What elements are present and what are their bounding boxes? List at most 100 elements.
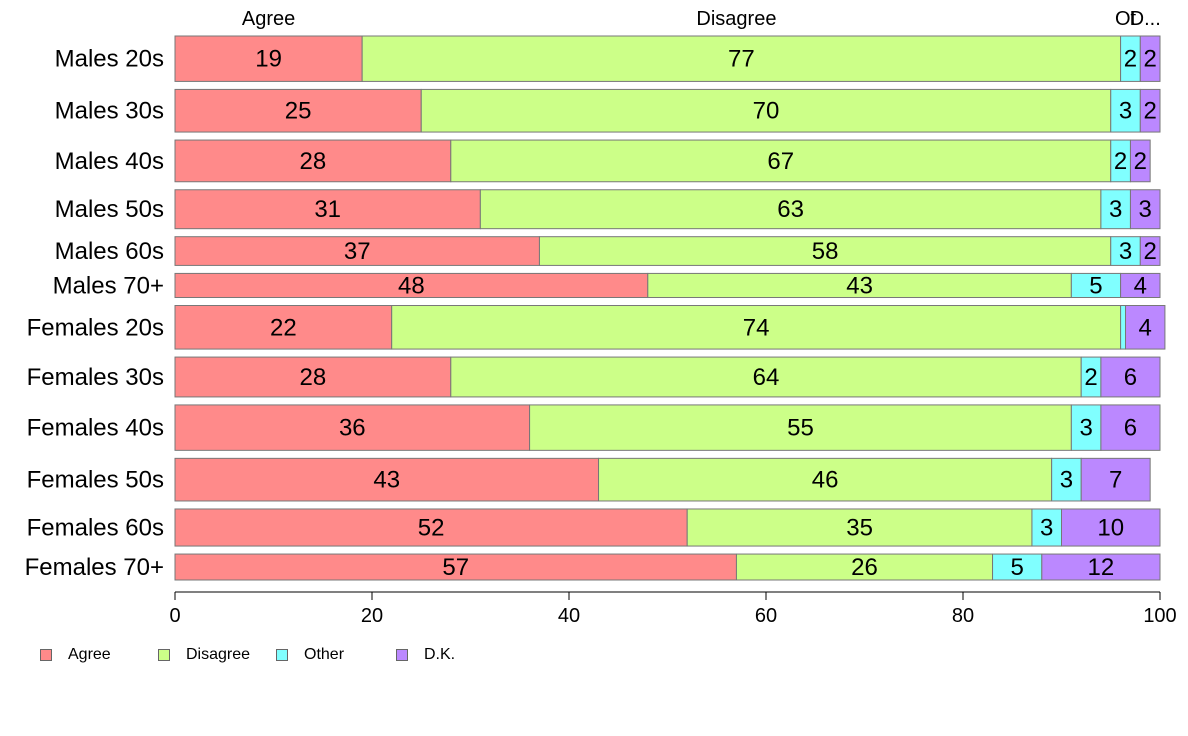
- data-label-males-70-d-k: 4: [1134, 272, 1147, 299]
- bar-males-70-d-k: [1120, 272, 1161, 299]
- legend-swatch-agree: [40, 649, 52, 661]
- x-tick-label: 40: [558, 605, 580, 627]
- data-label-males-70-agree: 48: [398, 272, 425, 299]
- data-label-males-30s-disagree: 70: [753, 98, 780, 125]
- data-label-females-40s-agree: 36: [339, 415, 366, 442]
- data-label-females-70-other: 5: [1010, 554, 1023, 581]
- data-label-females-30s-other: 2: [1084, 364, 1097, 391]
- category-label-females-70: Females 70+: [25, 554, 164, 581]
- category-label-females-40s: Females 40s: [27, 415, 164, 442]
- bar-males-30s-d-k: [1139, 88, 1161, 133]
- top-label-2: Ot: [1115, 8, 1137, 30]
- bar-males-70-disagree: [647, 272, 1072, 299]
- data-label-females-50s-d-k: 7: [1109, 467, 1122, 494]
- data-label-females-30s-d-k: 6: [1124, 364, 1137, 391]
- bar-females-60s-d-k: [1061, 508, 1161, 547]
- category-label-males-40s: Males 40s: [55, 148, 164, 175]
- bar-females-50s-agree: [174, 457, 600, 502]
- data-label-males-20s-disagree: 77: [728, 46, 755, 73]
- data-label-females-50s-other: 3: [1060, 467, 1073, 494]
- data-label-males-30s-agree: 25: [285, 98, 312, 125]
- data-label-females-40s-d-k: 6: [1124, 415, 1137, 442]
- data-label-females-30s-disagree: 64: [753, 364, 780, 391]
- data-label-males-20s-d-k: 2: [1143, 46, 1156, 73]
- data-label-females-70-disagree: 26: [851, 554, 878, 581]
- data-label-females-40s-other: 3: [1079, 415, 1092, 442]
- data-label-females-60s-other: 3: [1040, 515, 1053, 542]
- data-label-males-40s-disagree: 67: [767, 148, 794, 175]
- top-label-0: Agree: [242, 8, 295, 30]
- bar-females-60s-other: [1031, 508, 1062, 547]
- bars: 19 77 2 225 70 3 228 67 2 231 63 3 337 58 3 248 43 5 422 74…: [174, 35, 1166, 581]
- data-label-females-50s-disagree: 46: [812, 467, 839, 494]
- bar-males-60s-agree: [174, 236, 540, 266]
- bar-males-50s-other: [1100, 189, 1131, 230]
- category-label-females-60s: Females 60s: [27, 515, 164, 542]
- bar-females-30s-disagree: [450, 356, 1082, 398]
- x-tick-label: 0: [169, 605, 180, 627]
- category-label-males-30s: Males 30s: [55, 98, 164, 125]
- bar-males-50s-disagree: [479, 189, 1102, 230]
- data-label-males-60s-other: 3: [1119, 238, 1132, 265]
- data-label-males-40s-other: 2: [1114, 148, 1127, 175]
- category-label-females-30s: Females 30s: [27, 364, 164, 391]
- legend: Agree Disagree Other D.K.: [40, 645, 540, 665]
- bar-males-60s-other: [1110, 236, 1141, 266]
- category-label-males-60s: Males 60s: [55, 238, 164, 265]
- data-label-males-40s-d-k: 2: [1134, 148, 1147, 175]
- data-label-males-60s-agree: 37: [344, 238, 371, 265]
- bar-males-50s-d-k: [1129, 189, 1161, 230]
- data-label-males-40s-agree: 28: [300, 148, 327, 175]
- legend-swatch-other: [276, 649, 288, 661]
- x-tick-label: 60: [755, 605, 777, 627]
- bar-males-40s-agree: [174, 139, 452, 183]
- bar-males-30s-agree: [174, 88, 422, 133]
- x-tick-label: 20: [361, 605, 383, 627]
- legend-label-agree: Agree: [68, 646, 111, 663]
- bar-females-30s-agree: [174, 356, 452, 398]
- category-label-females-50s: Females 50s: [27, 467, 164, 494]
- bar-males-70-agree: [174, 272, 649, 299]
- data-label-females-60s-disagree: 35: [846, 515, 873, 542]
- data-label-females-50s-agree: 43: [373, 467, 400, 494]
- legend-swatch-d-k: [396, 649, 408, 661]
- data-label-males-60s-d-k: 2: [1143, 238, 1156, 265]
- data-label-males-50s-other: 3: [1109, 196, 1122, 223]
- data-label-males-30s-d-k: 2: [1143, 98, 1156, 125]
- bar-females-40s-other: [1070, 404, 1102, 451]
- bar-females-40s-d-k: [1100, 404, 1161, 451]
- top-label-3: D...: [1130, 8, 1161, 30]
- x-tick-label: 80: [952, 605, 974, 627]
- legend-swatch-disagree: [158, 649, 170, 661]
- x-tick-label: 100: [1143, 605, 1176, 627]
- data-label-males-70-other: 5: [1089, 272, 1102, 299]
- bar-females-20s-agree: [174, 305, 393, 350]
- top-label-1: Disagree: [696, 8, 776, 30]
- x-axis: 0 20 40 60 80 100: [169, 591, 1177, 627]
- legend-label-other: Other: [304, 646, 345, 663]
- bar-males-30s-disagree: [420, 88, 1112, 133]
- bar-males-60s-disagree: [538, 236, 1112, 266]
- bar-females-40s-agree: [174, 404, 531, 451]
- column-header-labels: Agree Disagree OtD...: [242, 8, 1161, 30]
- bar-females-50s-d-k: [1080, 457, 1151, 502]
- data-label-females-20s-agree: 22: [270, 314, 297, 341]
- data-label-females-70-d-k: 12: [1088, 554, 1115, 581]
- category-label-males-20s: Males 20s: [55, 46, 164, 73]
- data-label-males-50s-agree: 31: [314, 196, 341, 223]
- category-label-males-50s: Males 50s: [55, 196, 164, 223]
- bar-males-40s-disagree: [450, 139, 1112, 183]
- data-label-females-20s-d-k: 4: [1139, 314, 1152, 341]
- data-label-males-20s-other: 2: [1124, 46, 1137, 73]
- data-label-females-60s-d-k: 10: [1097, 515, 1124, 542]
- y-axis-category-labels: Males 20s Males 30s Males 40s Males 50s Male…: [25, 46, 164, 581]
- data-label-females-70-agree: 57: [442, 554, 469, 581]
- category-label-females-20s: Females 20s: [27, 314, 164, 341]
- data-label-males-20s-agree: 19: [255, 46, 282, 73]
- data-label-males-30s-other: 3: [1119, 98, 1132, 125]
- bar-females-20s-d-k: [1125, 305, 1166, 350]
- bar-females-60s-agree: [174, 508, 688, 547]
- bar-males-40s-d-k: [1129, 139, 1151, 183]
- bar-females-20s-disagree: [391, 305, 1122, 350]
- bar-males-20s-d-k: [1139, 35, 1161, 82]
